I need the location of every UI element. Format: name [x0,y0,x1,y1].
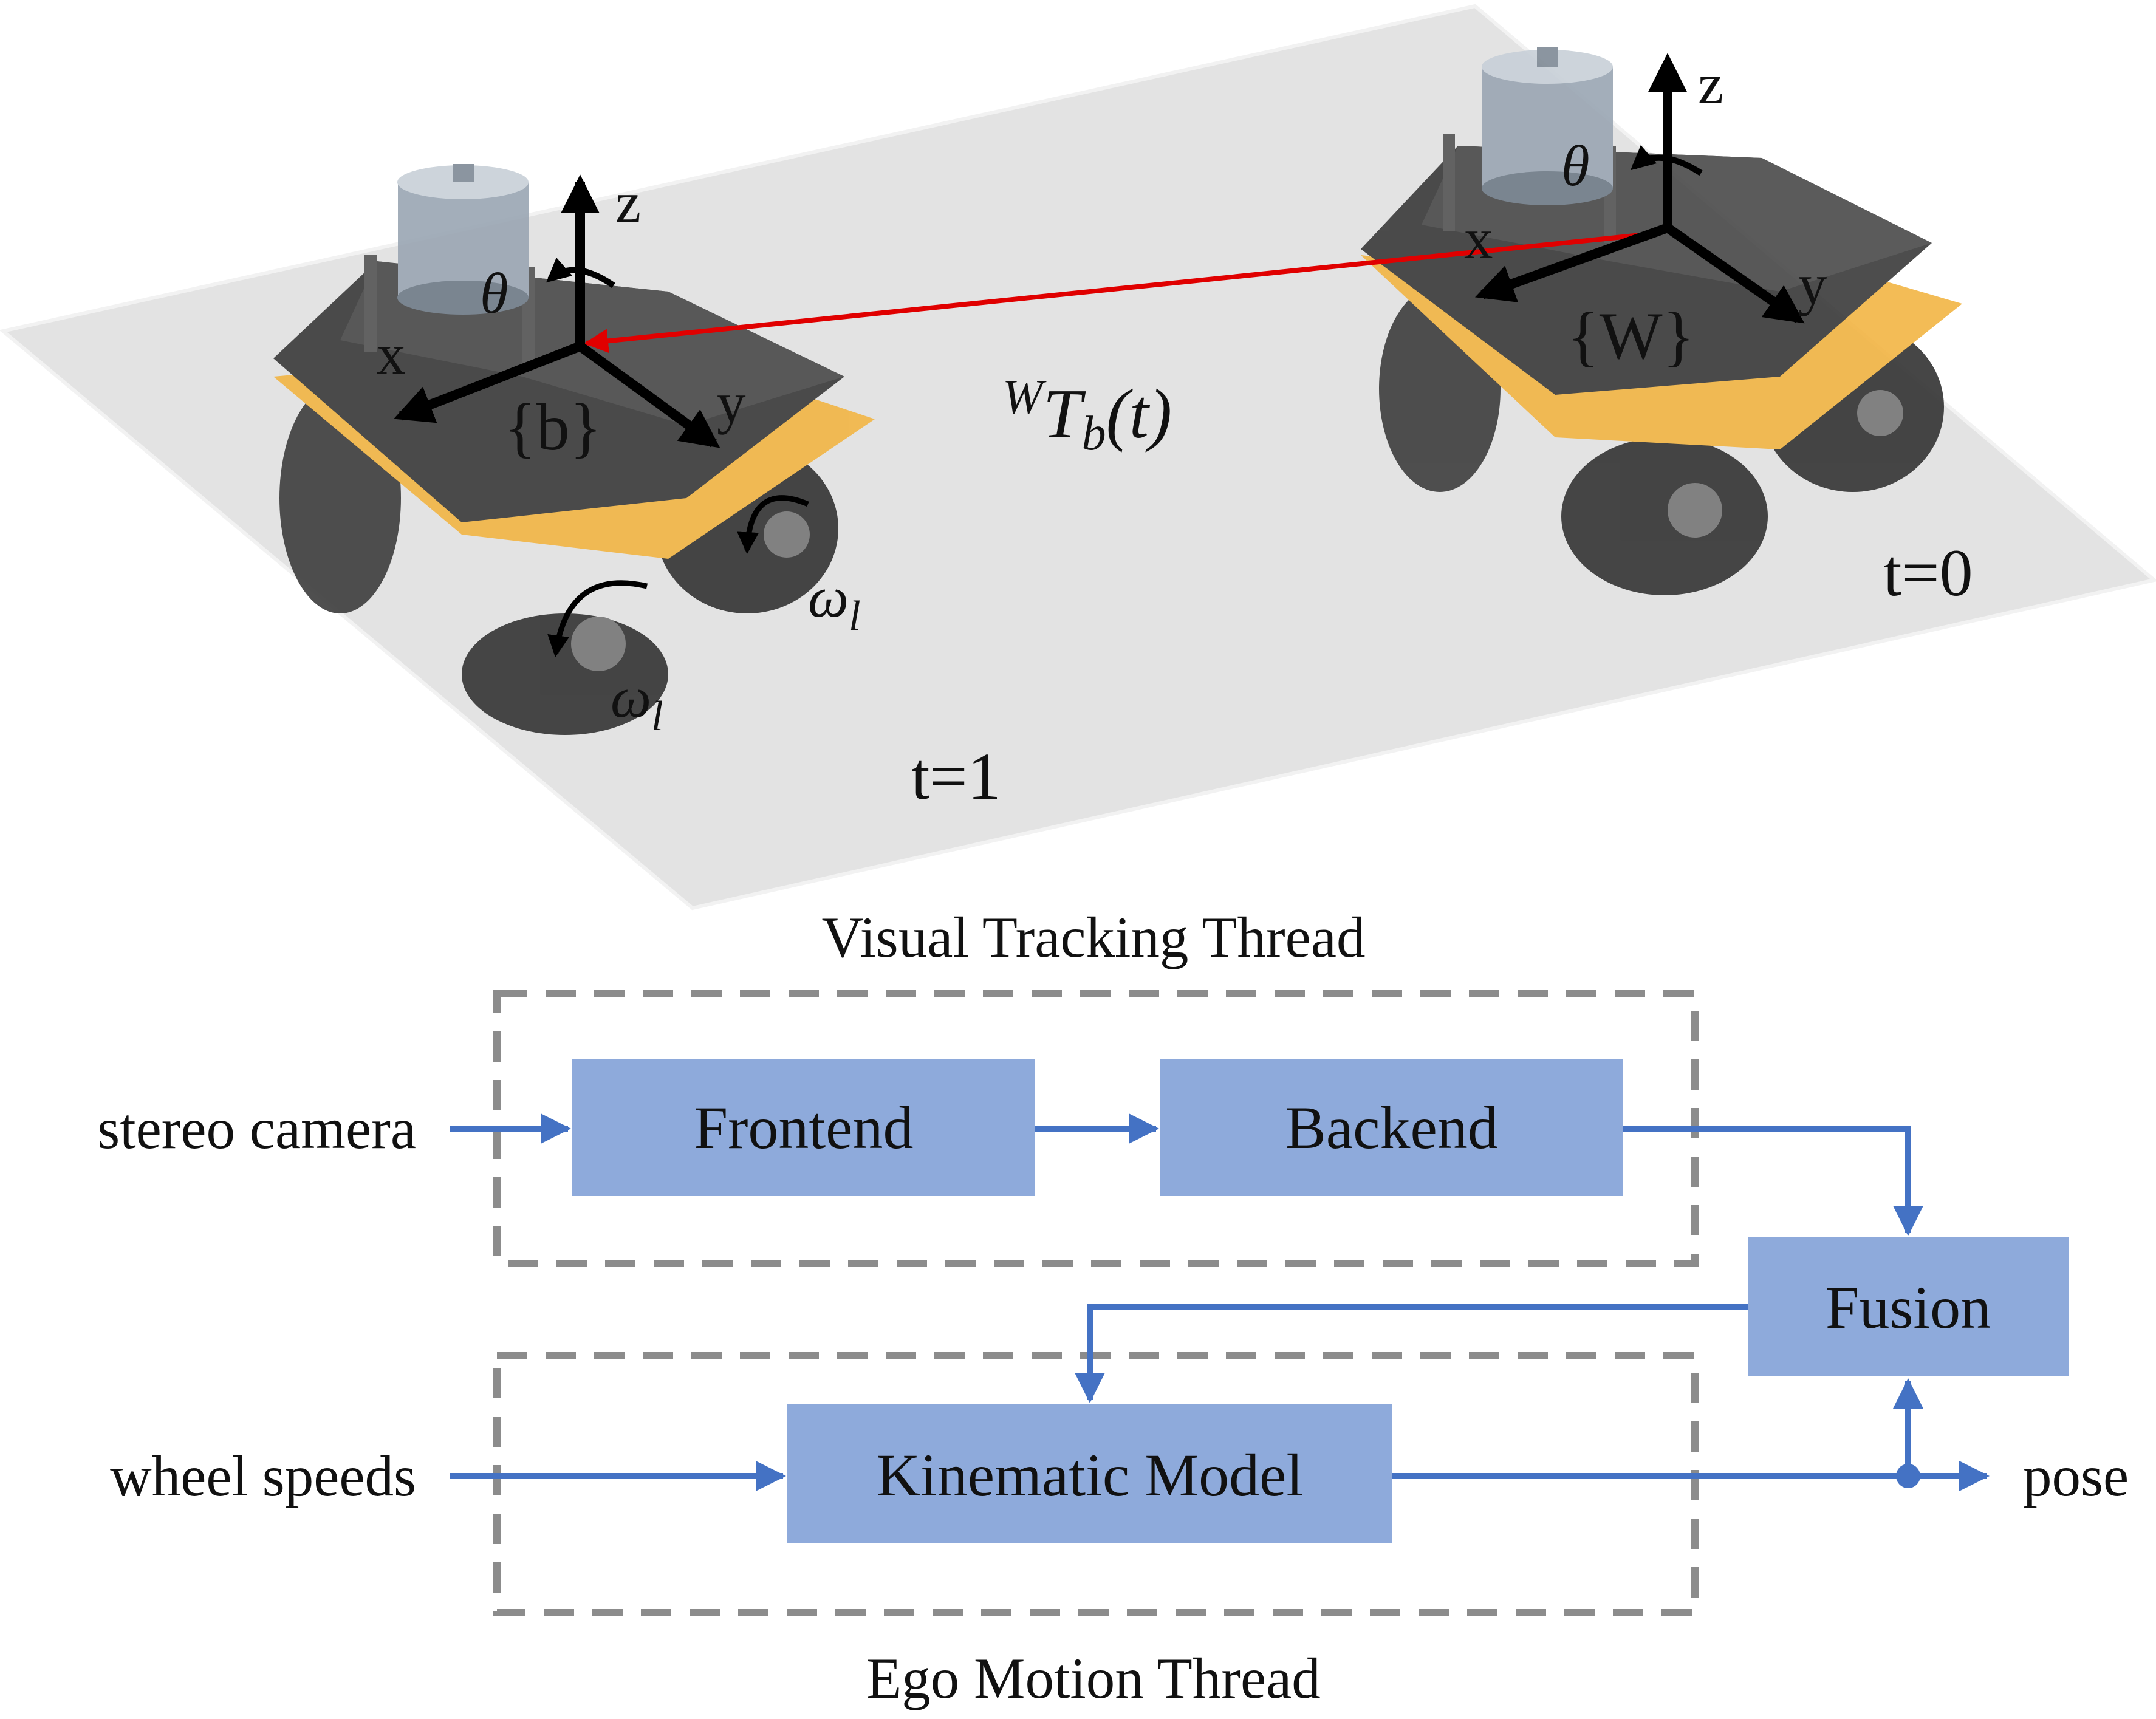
frame-w-y-label: y [1798,252,1827,316]
frame-w-label: {W} [1567,299,1694,373]
frame-w-x-label: x [1464,207,1493,271]
frame-w-rotation-arrow [1630,145,1703,176]
robot-left-hub-front [764,511,810,558]
frame-b-axes [394,174,720,448]
kinematic-model-box [787,1404,1392,1543]
frame-w-z-label: z [1698,52,1723,116]
kinematic-model-label: Kinematic Model [877,1441,1304,1509]
frame-b-rotation-arrow [546,257,615,289]
robot-left-hub-rear [571,617,626,671]
frame-w-x-axis [1474,223,1669,302]
output-pose: pose [2023,1444,2129,1508]
robot-left [273,164,875,735]
scene: z x y θ {b} z x y θ {W} ωl ωl t=1 t=0 WT… [0,4,2156,911]
robot-right-wheel-rear [1561,437,1768,595]
scene-labels: z x y θ {b} z x y θ {W} ωl ωl t=1 t=0 WT… [377,52,1973,813]
visual-thread-title: Visual Tracking Thread [822,905,1366,969]
robot-left-mast [364,255,377,352]
frame-b-x-label: x [377,322,406,386]
time-label-t0: t=0 [1883,536,1973,610]
robot-left-lidar [398,182,529,298]
transform-arrow [584,231,1653,354]
junction-dot [1896,1464,1920,1488]
wheel-speed-arrows [547,495,809,658]
backend-box [1160,1059,1623,1196]
frontend-box [572,1059,1035,1196]
wheel-speed-arrow-front [737,495,809,555]
frontend-label: Frontend [694,1094,913,1161]
fusion-label: Fusion [1826,1274,1991,1341]
pipeline: Visual Tracking Thread Ego Motion Thread… [97,905,2129,1710]
frame-b-y-label: y [717,371,746,435]
wheel-speed-label-1: ωl [808,565,861,640]
frame-b-x-axis [394,341,582,423]
input-wheel-speeds: wheel speeds [110,1444,416,1508]
arrow-backend-to-fusion [1623,1126,1923,1236]
frame-w-axes [1474,53,1805,324]
frame-w-y-axis [1665,224,1805,324]
frame-b-label: {b} [504,390,602,464]
robot-right-lidar [1482,67,1613,188]
transform-label: WTb(t) [1002,371,1172,460]
time-label-t1: t=1 [911,739,1001,813]
fusion-box [1748,1237,2069,1376]
frame-w-theta-label: θ [1561,134,1590,198]
arrow-fusion-to-kinematic [1075,1304,1748,1403]
ego-thread-container [493,1352,1699,1616]
frame-b-z-label: z [615,170,641,234]
input-stereo-camera: stereo camera [97,1096,416,1161]
backend-label: Backend [1285,1094,1498,1161]
wheel-speed-arrow-rear [547,580,648,658]
robot-right [1361,47,1962,595]
ego-thread-title: Ego Motion Thread [866,1646,1321,1710]
frame-b-y-axis [577,342,720,448]
wheel-speed-label-2: ωl [611,665,663,740]
frame-b-theta-label: θ [480,261,508,326]
pipeline-connectors [450,1113,1990,1491]
